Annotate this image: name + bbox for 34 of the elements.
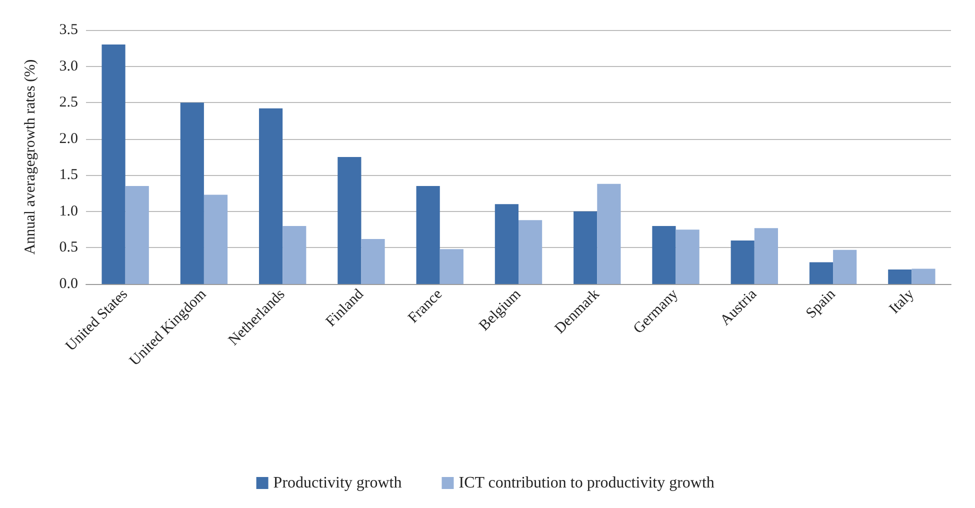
- bar: [912, 268, 936, 284]
- bar: [338, 157, 362, 284]
- bar: [597, 184, 621, 284]
- bar: [518, 220, 542, 284]
- bar: [652, 226, 676, 284]
- y-tick-label: 3.5: [59, 22, 78, 38]
- bar: [125, 186, 149, 284]
- bar: [416, 186, 440, 284]
- bar: [259, 108, 283, 284]
- bar: [676, 230, 700, 284]
- legend-label: ICT contribution to productivity growth: [458, 474, 714, 492]
- legend-label: Productivity growth: [273, 474, 402, 492]
- y-tick-label: 0.0: [59, 276, 78, 292]
- bar: [574, 211, 598, 284]
- y-tick-label: 2.5: [59, 94, 78, 111]
- y-tick-label: 2.0: [59, 130, 78, 147]
- y-tick-label: 1.5: [59, 167, 78, 184]
- bar: [833, 250, 857, 284]
- x-tick-label: Italy: [886, 286, 918, 318]
- bar: [204, 194, 228, 284]
- y-tick-label: 1.0: [59, 203, 78, 220]
- bar: [494, 204, 518, 284]
- y-axis-title: Annual averagegrowth rates (%): [22, 59, 38, 255]
- bar: [809, 262, 834, 284]
- bar: [754, 228, 778, 284]
- y-tick-label: 0.5: [59, 240, 78, 256]
- bar: [102, 44, 126, 284]
- bar: [361, 239, 385, 284]
- bar: [282, 226, 306, 284]
- y-tick-label: 3.0: [59, 58, 78, 74]
- bar: [888, 269, 912, 284]
- bar: [730, 240, 754, 284]
- bar: [180, 102, 204, 284]
- bar: [440, 249, 464, 284]
